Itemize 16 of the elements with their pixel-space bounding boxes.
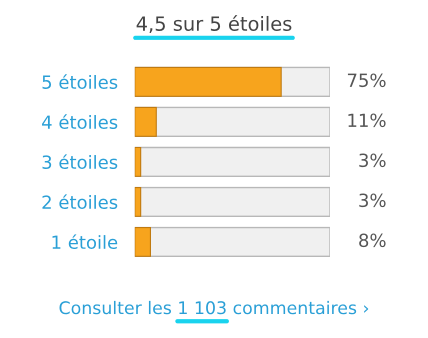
data-label: 11% <box>348 113 386 128</box>
chart-title: 4,5 sur 5 étoiles <box>136 15 292 33</box>
y-tick-label: 1 étoile <box>52 234 118 250</box>
bar <box>134 106 157 137</box>
data-label: 3% <box>359 153 386 168</box>
y-tick-label: 5 étoiles <box>42 74 118 89</box>
data-label: 3% <box>359 194 386 208</box>
data-label: 8% <box>359 234 386 248</box>
text: Consulter les 1 103 commentaires › <box>60 300 368 314</box>
data-label: 75% <box>348 73 386 88</box>
bar <box>134 226 151 257</box>
bar <box>134 186 142 217</box>
y-tick-label: 4 étoiles <box>42 114 118 129</box>
y-tick-label: 2 étoiles <box>42 194 118 210</box>
y-tick-label: 3 étoiles <box>42 154 118 170</box>
bar <box>134 146 142 177</box>
